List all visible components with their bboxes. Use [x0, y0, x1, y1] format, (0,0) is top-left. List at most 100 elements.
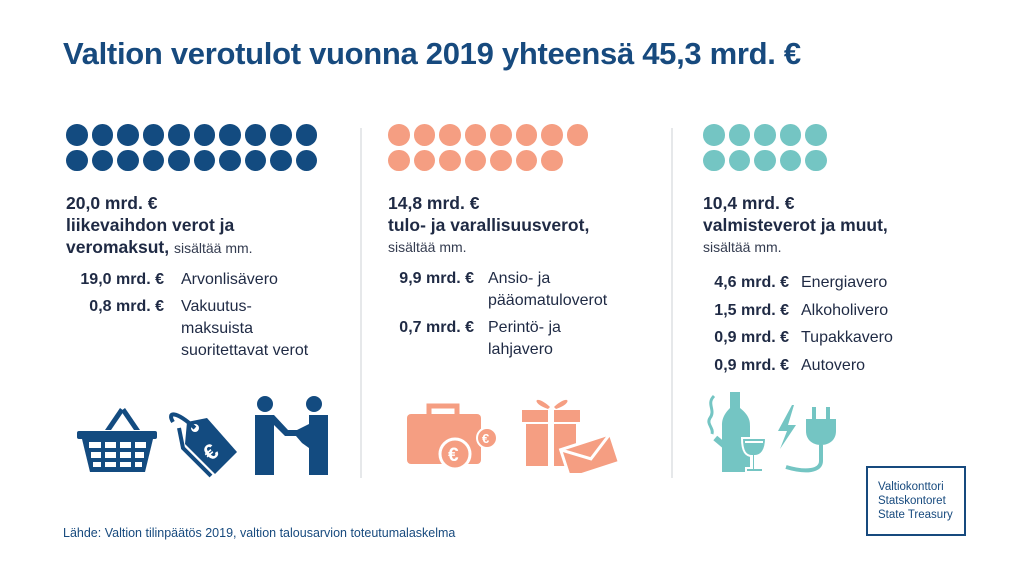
heading-line: valmisteverot ja muut,	[703, 215, 888, 235]
column-heading: 10,4 mrd. € valmisteverot ja muut, sisäl…	[703, 192, 973, 258]
item-amount: 1,5 mrd. €	[714, 301, 789, 319]
pictogram-dot	[464, 149, 486, 171]
item-amount: 0,9 mrd. €	[714, 329, 789, 346]
includes-note: sisältää mm.	[388, 239, 467, 255]
source-note: Lähde: Valtion tilinpäätös 2019, valtion…	[63, 526, 456, 540]
item-amount: 9,9 mrd. €	[399, 270, 474, 287]
pictogram-dot	[91, 149, 113, 171]
column-divider	[671, 128, 673, 478]
pictogram-dot	[142, 149, 164, 171]
tax-item: 9,9 mrd. € Ansio- ja pääomatuloverot	[388, 268, 658, 312]
tax-item: 0,9 mrd. € Autovero	[703, 355, 973, 377]
pictogram-dot	[413, 149, 435, 171]
briefcase-euro-icon: € €	[407, 403, 498, 470]
pictogram-dot	[244, 124, 266, 146]
pictogram-dot	[779, 124, 801, 146]
logo-line: Statskontoret	[878, 495, 946, 507]
tax-item: 0,7 mrd. € Perintö- ja lahjavero	[388, 317, 658, 361]
pictogram-dot	[388, 124, 410, 146]
pictogram-dot	[439, 149, 461, 171]
pictogram-dot	[270, 124, 292, 146]
pictogram-dot	[193, 149, 215, 171]
total-amount: 20,0 mrd. €	[66, 193, 158, 213]
column-heading: 14,8 mrd. € tulo- ja varallisuusverot, s…	[388, 192, 658, 258]
logo-line: State Treasury	[878, 509, 953, 521]
item-label: Perintö- ja lahjavero	[488, 319, 561, 358]
pictogram-dot	[142, 124, 164, 146]
includes-note: sisältää mm.	[173, 240, 253, 256]
pictogram-dot	[728, 124, 750, 146]
column-turnover-taxes: 20,0 mrd. € liikevaihdon verot ja veroma…	[66, 124, 346, 367]
item-label: Arvonlisävero	[181, 271, 278, 288]
pictogram-dot	[219, 149, 241, 171]
total-amount: 10,4 mrd. €	[703, 193, 795, 213]
item-amount: 0,7 mrd. €	[399, 319, 474, 336]
pictogram-dot	[439, 124, 461, 146]
heading-line: liikevaihdon verot ja	[66, 215, 235, 235]
heading-line: tulo- ja varallisuusverot,	[388, 215, 590, 235]
pictogram-dot	[117, 149, 139, 171]
dot-pictogram	[703, 124, 833, 171]
pictogram-dot	[805, 149, 827, 171]
pictogram-dot	[270, 149, 292, 171]
item-label: Vakuutus- maksuista suoritettavat verot	[181, 298, 309, 359]
item-label: Energiavero	[801, 274, 888, 291]
pictogram-dot	[117, 124, 139, 146]
pictogram-dot	[515, 124, 537, 146]
pictogram-dot	[754, 149, 776, 171]
pictogram-dot	[566, 124, 588, 146]
item-label: Alkoholivero	[801, 301, 889, 319]
electric-plug-icon	[778, 405, 836, 473]
pictogram-dot	[541, 124, 563, 146]
svg-text:€: €	[448, 445, 459, 466]
pictogram-dot	[703, 124, 725, 146]
alcohol-tobacco-icon	[707, 392, 766, 473]
pictogram-dot	[728, 149, 750, 171]
pictogram-dot	[413, 124, 435, 146]
pictogram-dot	[66, 124, 88, 146]
pictogram-dot	[464, 124, 486, 146]
dot-pictogram	[66, 124, 326, 171]
item-amount: 0,9 mrd. €	[714, 356, 789, 374]
tax-item: 4,6 mrd. € Energiavero	[703, 272, 973, 294]
pictogram-dot	[244, 149, 266, 171]
pictogram-dot	[193, 124, 215, 146]
pictogram-dot	[295, 124, 317, 146]
logo-line: Valtiokonttori	[878, 481, 944, 493]
pictogram-dot	[91, 124, 113, 146]
pictogram-dot	[515, 149, 537, 171]
item-label: Ansio- ja pääomatuloverot	[488, 270, 608, 309]
total-amount: 14,8 mrd. €	[388, 193, 480, 213]
pictogram-dot	[779, 149, 801, 171]
state-treasury-logo: Valtiokonttori Statskontoret State Treas…	[866, 466, 966, 536]
dot-pictogram	[388, 124, 593, 171]
tax-item: 0,8 mrd. € Vakuutus- maksuista suoritetta…	[66, 296, 346, 362]
column-income-taxes: 14,8 mrd. € tulo- ja varallisuusverot, s…	[388, 124, 658, 366]
includes-note: sisältää mm.	[703, 239, 782, 255]
svg-text:€: €	[482, 431, 489, 446]
shopping-basket-icon	[77, 408, 157, 472]
handshake-icon	[255, 396, 328, 475]
column-heading: 20,0 mrd. € liikevaihdon verot ja veroma…	[66, 192, 346, 259]
pictogram-dot	[490, 124, 512, 146]
item-label: Autovero	[801, 356, 866, 374]
euro-price-tag-icon: €	[169, 412, 237, 478]
gift-envelope-icon	[522, 399, 620, 473]
pictogram-dot	[754, 124, 776, 146]
pictogram-dot	[295, 149, 317, 171]
column-divider	[360, 128, 362, 478]
pictogram-dot	[490, 149, 512, 171]
tax-item: 1,5 mrd. € Alkoholivero	[703, 300, 973, 322]
item-amount: 19,0 mrd. €	[80, 271, 164, 288]
tax-item: 0,9 mrd. € Tupakkavero	[703, 327, 973, 349]
pictogram-dot	[703, 149, 725, 171]
pictogram-dot	[541, 149, 563, 171]
item-amount: 4,6 mrd. €	[714, 274, 789, 291]
pictogram-dot	[66, 149, 88, 171]
pictogram-dot	[168, 149, 190, 171]
pictogram-dot	[388, 149, 410, 171]
pictogram-dot	[219, 124, 241, 146]
column-excise-taxes: 10,4 mrd. € valmisteverot ja muut, sisäl…	[703, 124, 973, 382]
item-amount: 0,8 mrd. €	[89, 298, 164, 315]
item-label: Tupakkavero	[801, 329, 893, 346]
